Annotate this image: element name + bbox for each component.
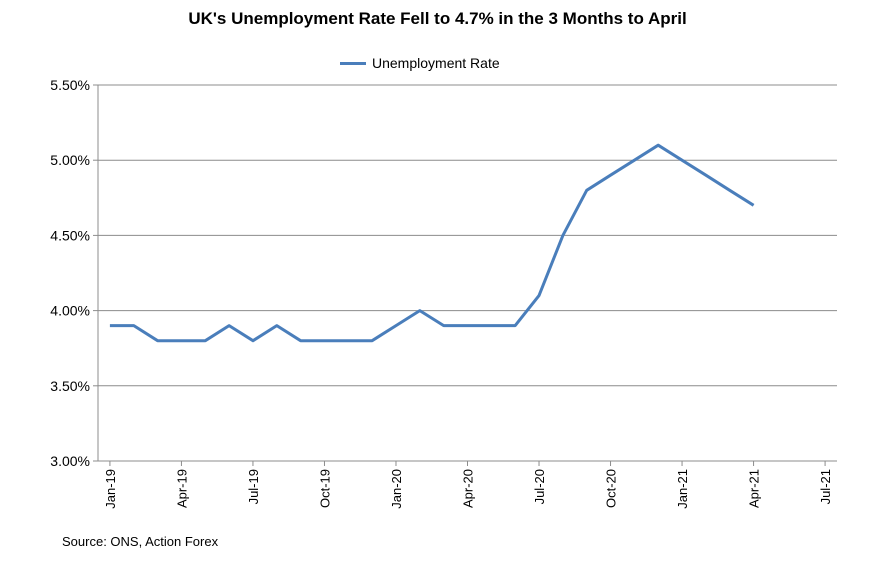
y-tick-label: 4.00% (50, 303, 90, 319)
x-tick-label: Apr-21 (747, 469, 762, 508)
x-tick-label: Jul-21 (818, 469, 833, 504)
x-tick-label: Jul-19 (246, 469, 261, 504)
y-tick-label: 3.00% (50, 453, 90, 469)
source-note: Source: ONS, Action Forex (62, 534, 219, 549)
x-tick-label: Jan-21 (675, 469, 690, 509)
x-tick-label: Jul-20 (532, 469, 547, 504)
x-tick-label: Apr-20 (461, 469, 476, 508)
chart-title: UK's Unemployment Rate Fell to 4.7% in t… (188, 9, 687, 28)
x-tick-label: Jan-19 (103, 469, 118, 509)
series-line-unemployment-rate (109, 143, 755, 343)
legend-label: Unemployment Rate (372, 55, 500, 71)
x-tick-label: Apr-19 (174, 469, 189, 508)
x-tick-label: Jan-20 (389, 469, 404, 509)
x-tick-label: Oct-19 (317, 469, 332, 508)
y-tick-label: 4.50% (50, 227, 90, 243)
y-tick-label: 5.50% (50, 77, 90, 93)
x-tick-label: Oct-20 (604, 469, 619, 508)
y-tick-label: 5.00% (50, 152, 90, 168)
legend-swatch (340, 61, 366, 65)
y-tick-label: 3.50% (50, 378, 90, 394)
legend: Unemployment Rate (340, 53, 500, 73)
